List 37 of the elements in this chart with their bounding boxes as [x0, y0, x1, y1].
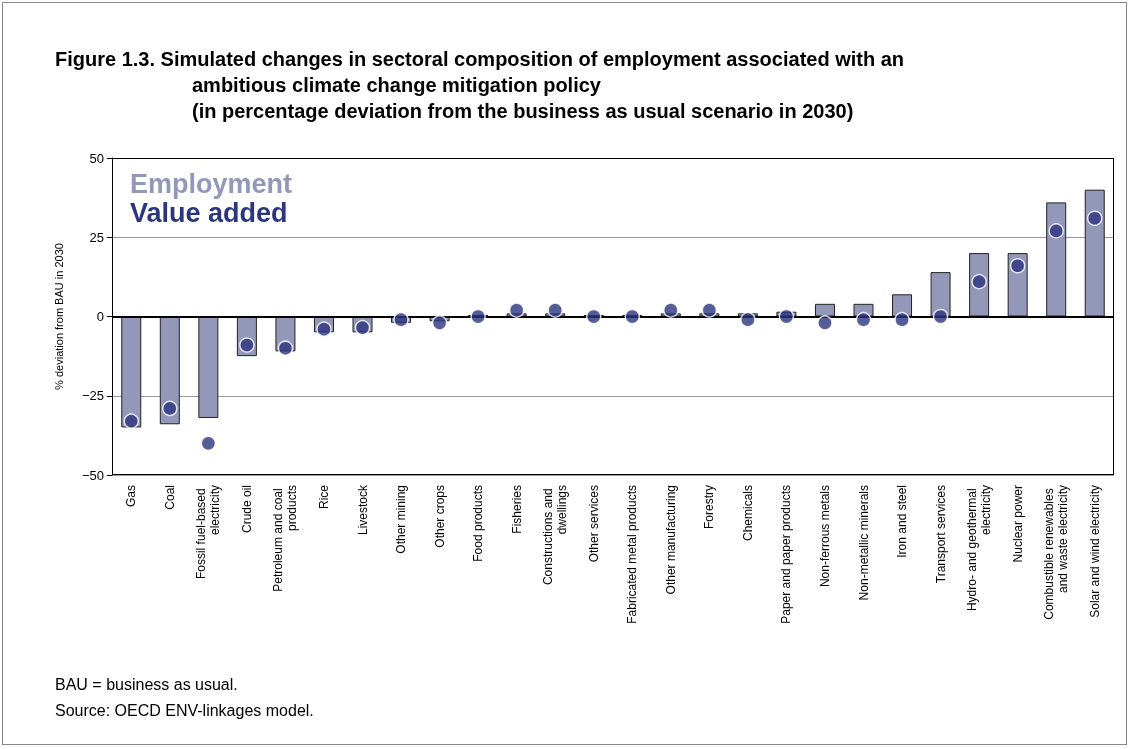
x-tick-label: Iron and steel [895, 485, 910, 558]
x-tick-label: Non-ferrous metals [817, 485, 832, 588]
x-tick-label: Other mining [394, 485, 409, 554]
x-tick-label: Fabricated metal products [625, 485, 640, 624]
x-tick-label: Coal [162, 485, 177, 510]
x-tick-label: Livestock [355, 484, 370, 536]
y-axis-title: % deviation from BAU in 2030 [52, 243, 65, 390]
x-tick-label: Rice [316, 484, 331, 510]
x-tick-label: Other crops [432, 485, 447, 548]
x-tick-label: Hydro- and geothermal electricity [965, 485, 994, 612]
chart-subtitle: (in percentage deviation from the business as usual scenario in 2030) [192, 99, 854, 124]
chart-title: Figure 1.3. Simulated changes in sectoral composition of employment associated with an ambitious climate change mitigation policy [55, 47, 906, 98]
source-note: Source: OECD ENV-linkages model. [55, 701, 314, 721]
y-tick-label: 0 [96, 309, 104, 324]
x-tick-label: Food products [471, 485, 486, 562]
y-tick-label: 25 [89, 229, 104, 245]
y-tick-label: −50 [81, 467, 104, 483]
x-tick-label: Fisheries [509, 485, 524, 534]
x-tick-label: Solar and wind electricity [1087, 485, 1102, 618]
x-tick-label: Chemicals [740, 485, 755, 542]
x-tick-label: Other manufacturing [663, 485, 678, 595]
text: Employment [130, 168, 293, 199]
x-tick-label: Fossil fuel-based electricity [194, 485, 223, 580]
x-tick-label: Crude oil [239, 485, 254, 534]
x-tick-label: Non-metallic minerals [856, 485, 871, 601]
x-tick-label: Nuclear power [1010, 485, 1025, 563]
x-tick-label: Petroleum and coal products [271, 485, 300, 592]
x-tick-label: Forestry [702, 485, 717, 530]
y-tick-label: 50 [89, 150, 104, 166]
text: BAU = business as usual. [55, 675, 239, 695]
x-tick-label: Combustible renewables and waste electricity [1042, 485, 1071, 620]
x-tick-label: Constructions and dwellings [541, 485, 570, 586]
x-tick-label: Paper and paper products [779, 485, 794, 624]
x-tick-label: Transport services [933, 485, 948, 584]
x-tick-label: Other services [586, 485, 601, 563]
x-tick-label: Gas [124, 485, 139, 508]
y-tick-label: −25 [81, 388, 104, 404]
